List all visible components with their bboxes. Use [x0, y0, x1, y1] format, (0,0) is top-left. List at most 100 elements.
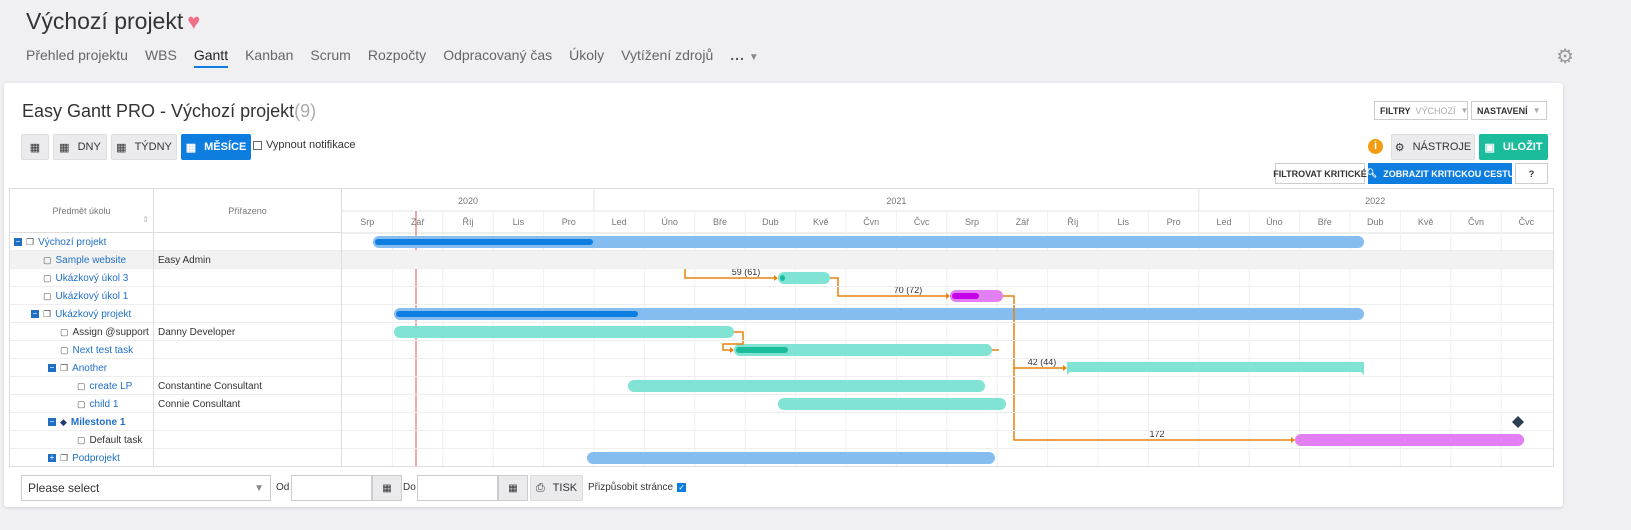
table-row[interactable]: ▢ Sample website Easy Admin	[10, 251, 1553, 269]
month-label: Úno	[661, 217, 678, 227]
from-date-input[interactable]	[291, 475, 372, 501]
task-name[interactable]: Default task	[89, 434, 143, 446]
task-name[interactable]: Ukázkový úkol 3	[55, 272, 129, 284]
subject-cell[interactable]: − ❐ Ukázkový projekt	[10, 305, 154, 323]
assignee-cell[interactable]	[154, 431, 342, 449]
assignee-cell[interactable]	[154, 287, 342, 305]
filters-dropdown[interactable]: FILTRY VÝCHOZÍ ▼	[1374, 101, 1468, 120]
settings-dropdown[interactable]: NASTAVENÍ ▼	[1471, 101, 1547, 120]
months-button[interactable]: ▦ MĚSÍCE	[181, 134, 251, 160]
export-select[interactable]: Please select ▼	[21, 475, 271, 501]
assignee-cell[interactable]	[154, 449, 342, 466]
assignee-cell[interactable]	[154, 341, 342, 359]
task-icon: ▢	[43, 272, 52, 283]
tab-overview[interactable]: Přehled projektu	[26, 47, 128, 63]
tab-tasks[interactable]: Úkoly	[569, 47, 605, 63]
subject-cell[interactable]: − ❐ Výchozí projekt	[10, 233, 154, 251]
assignee-cell[interactable]: Easy Admin	[154, 251, 342, 269]
task-icon: ▢	[60, 344, 69, 355]
task-name[interactable]: Sample website	[55, 254, 127, 266]
table-row[interactable]: − ❐ Another	[10, 359, 1553, 377]
tab-kanban[interactable]: Kanban	[245, 47, 294, 63]
task-name[interactable]: Assign @support	[72, 326, 149, 338]
table-row[interactable]: − ❐ Výchozí projekt	[10, 233, 1553, 251]
help-button[interactable]: ?	[1515, 163, 1548, 184]
table-row[interactable]: ▢ Assign @support Danny Developer	[10, 323, 1553, 341]
subject-cell[interactable]: ▢ Assign @support	[10, 323, 154, 341]
tab-resource-load[interactable]: Vytížení zdrojů	[621, 47, 714, 63]
table-row[interactable]: ▢ Default task	[10, 431, 1553, 449]
fit-to-page[interactable]: Přizpůsobit stránce	[588, 482, 687, 493]
subject-cell[interactable]: + ❐ Podprojekt	[10, 449, 154, 466]
table-row[interactable]: ▢ Ukázkový úkol 1	[10, 287, 1553, 305]
subject-cell[interactable]: ▢ Ukázkový úkol 1	[10, 287, 154, 305]
table-row[interactable]: ▢ create LP Constantine Consultant	[10, 377, 1553, 395]
expand-icon[interactable]: +	[48, 453, 56, 462]
task-name[interactable]: child 1	[89, 398, 119, 410]
tab-gantt[interactable]: Gantt	[193, 47, 229, 68]
collapse-icon[interactable]: −	[48, 363, 56, 372]
more-menu[interactable]: ... ▼	[730, 47, 758, 68]
info-icon[interactable]: i	[1368, 139, 1383, 154]
days-button[interactable]: ▦ DNY	[53, 134, 107, 160]
subject-cell[interactable]: ▢ Ukázkový úkol 3	[10, 269, 154, 287]
task-icon: ▢	[43, 290, 52, 301]
subject-cell[interactable]: ▢ Sample website	[10, 251, 154, 269]
assignee-cell[interactable]	[154, 305, 342, 323]
calendar-icon[interactable]: ▦	[498, 475, 528, 501]
assignee-cell[interactable]: Connie Consultant	[154, 395, 342, 413]
show-critical-path-button[interactable]: 🔍︎ ZOBRAZIT KRITICKOU CESTU	[1366, 163, 1514, 184]
filter-critical-button[interactable]: FILTROVAT KRITICKÉ	[1273, 163, 1367, 184]
task-name[interactable]: Podprojekt	[72, 452, 120, 464]
tab-budgets[interactable]: Rozpočty	[367, 47, 427, 63]
task-name[interactable]: Ukázkový úkol 1	[55, 290, 129, 302]
table-row[interactable]: + ❐ Podprojekt	[10, 449, 1553, 466]
year-label: 2021	[886, 196, 906, 206]
assignee-cell[interactable]: Danny Developer	[154, 323, 342, 341]
tab-spent-time[interactable]: Odpracovaný čas	[443, 47, 553, 63]
tab-wbs[interactable]: WBS	[144, 47, 177, 63]
arrow-head	[1291, 437, 1295, 443]
task-name[interactable]: Výchozí projekt	[38, 236, 107, 248]
table-row[interactable]: − ◆ Milestone 1	[10, 413, 1553, 431]
tools-button[interactable]: ⚙ NÁSTROJE	[1391, 134, 1475, 160]
assignee-cell[interactable]	[154, 269, 342, 287]
tab-scrum[interactable]: Scrum	[310, 47, 351, 63]
table-row[interactable]: ▢ child 1 Connie Consultant	[10, 395, 1553, 413]
assignee-cell[interactable]	[154, 233, 342, 251]
calendar-button[interactable]: ▦	[21, 134, 49, 160]
subject-cell[interactable]: − ❐ Another	[10, 359, 154, 377]
subject-cell[interactable]: ▢ Next test task	[10, 341, 154, 359]
print-button[interactable]: ⎙ TISK	[530, 475, 583, 501]
subject-cell[interactable]: ▢ create LP	[10, 377, 154, 395]
task-name[interactable]: Milestone 1	[70, 416, 126, 428]
assignee-column-header[interactable]: Přiřazeno	[154, 189, 342, 233]
sort-icon[interactable]: ⇕	[142, 215, 149, 224]
heart-icon[interactable]: ♥	[187, 9, 201, 34]
task-name[interactable]: create LP	[89, 380, 133, 392]
save-button[interactable]: ▣ ULOŽIT	[1479, 134, 1548, 160]
subject-column-header[interactable]: Předmět úkolu ⇕	[10, 189, 154, 233]
collapse-icon[interactable]: −	[48, 417, 56, 426]
notification-toggle[interactable]: Vypnout notifikace	[253, 139, 355, 151]
subject-cell[interactable]: − ◆ Milestone 1	[10, 413, 154, 431]
fit-checkbox[interactable]	[677, 483, 687, 492]
weeks-button[interactable]: ▦ TÝDNY	[111, 134, 177, 160]
collapse-icon[interactable]: −	[31, 309, 39, 318]
calendar-icon[interactable]: ▦	[372, 475, 402, 501]
table-row[interactable]: − ❐ Ukázkový projekt	[10, 305, 1553, 323]
task-name[interactable]: Ukázkový projekt	[55, 308, 132, 320]
subject-cell[interactable]: ▢ Default task	[10, 431, 154, 449]
task-name[interactable]: Next test task	[72, 344, 134, 356]
table-row[interactable]: ▢ Next test task	[10, 341, 1553, 359]
assignee-cell[interactable]: Constantine Consultant	[154, 377, 342, 395]
collapse-icon[interactable]: −	[14, 237, 22, 246]
notif-checkbox[interactable]	[253, 140, 262, 150]
gear-icon[interactable]: ⚙	[1556, 46, 1574, 68]
assignee-cell[interactable]	[154, 413, 342, 431]
task-name[interactable]: Another	[72, 362, 108, 374]
assignee-cell[interactable]	[154, 359, 342, 377]
subject-cell[interactable]: ▢ child 1	[10, 395, 154, 413]
to-date-input[interactable]	[417, 475, 498, 501]
table-row[interactable]: ▢ Ukázkový úkol 3	[10, 269, 1553, 287]
